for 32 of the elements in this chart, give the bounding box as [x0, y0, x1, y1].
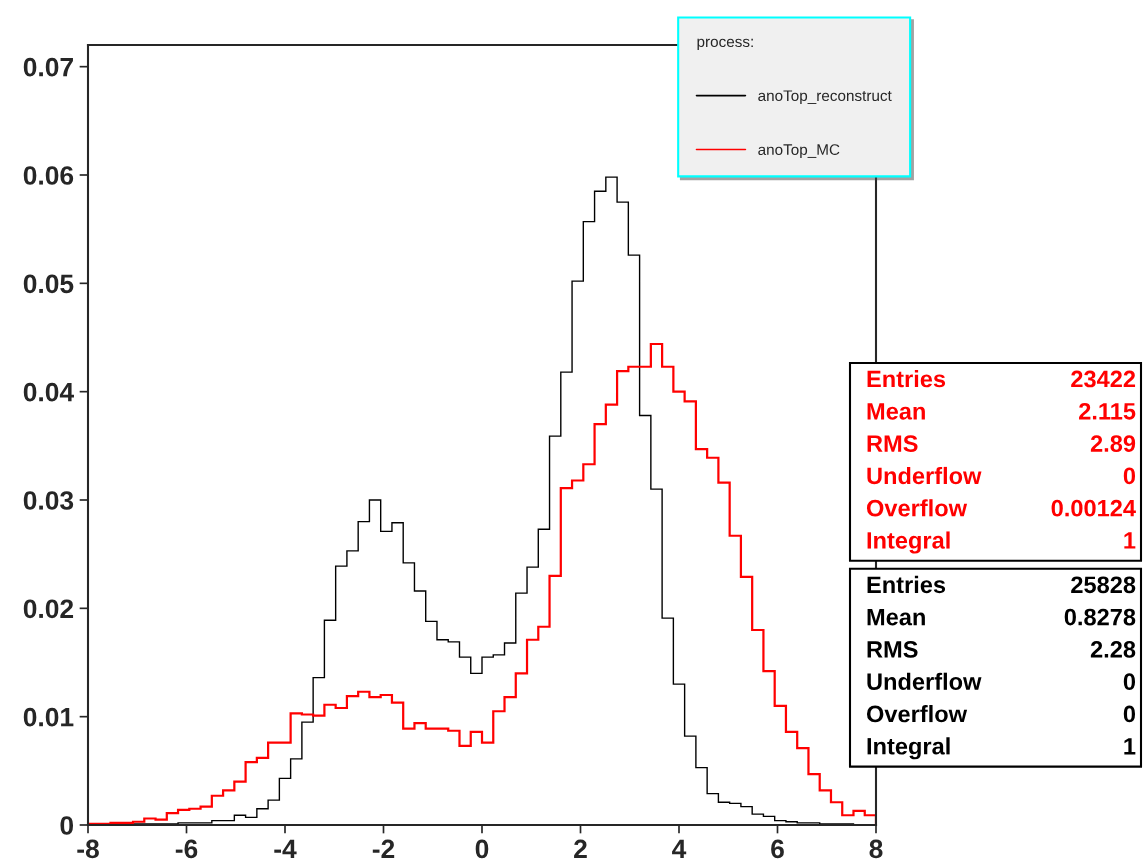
- x-tick-label: 4: [672, 839, 687, 859]
- text: RMS 2.28: [867, 641, 1136, 658]
- x-tick-label: 6: [771, 839, 784, 859]
- text: Overflow 0: [866, 704, 1136, 723]
- text: Integral 1: [867, 531, 1136, 554]
- x-tick-label: 2: [574, 839, 587, 859]
- text: RMS 2.89: [867, 435, 1136, 452]
- x-tick-label: -6: [175, 839, 198, 859]
- legend-title: process:: [697, 38, 753, 51]
- text: Integral 1: [867, 737, 1136, 760]
- y-tick-label: 0.07: [23, 57, 73, 77]
- text: Entries 25828: [867, 575, 1136, 594]
- text: Underflow 0: [867, 672, 1136, 691]
- y-tick-label: 0.03: [23, 491, 74, 510]
- x-tick-label: 0: [475, 839, 489, 859]
- y-tick-label: 0.06: [23, 166, 74, 185]
- legend-label: anoTop_MC: [758, 144, 840, 159]
- legend-label: anoTop_reconstruct: [758, 90, 892, 105]
- text: Overflow 0.00124: [866, 499, 1136, 517]
- text: Underflow 0: [867, 466, 1136, 485]
- x-tick-label: -8: [77, 839, 99, 859]
- x-tick-label: -4: [274, 839, 297, 859]
- text: Entries 23422: [867, 369, 1136, 388]
- y-tick-label: 0.05: [23, 274, 74, 294]
- y-tick-label: 0: [60, 816, 74, 835]
- x-tick-label: -2: [372, 839, 395, 859]
- y-tick-label: 0.02: [23, 599, 74, 619]
- text: Mean 0.8278: [867, 608, 1136, 626]
- y-tick-label: 0.04: [23, 382, 74, 402]
- text: Mean 2.115: [867, 402, 1136, 420]
- x-tick-label: 8: [869, 839, 883, 859]
- y-tick-label: 0.01: [23, 707, 74, 727]
